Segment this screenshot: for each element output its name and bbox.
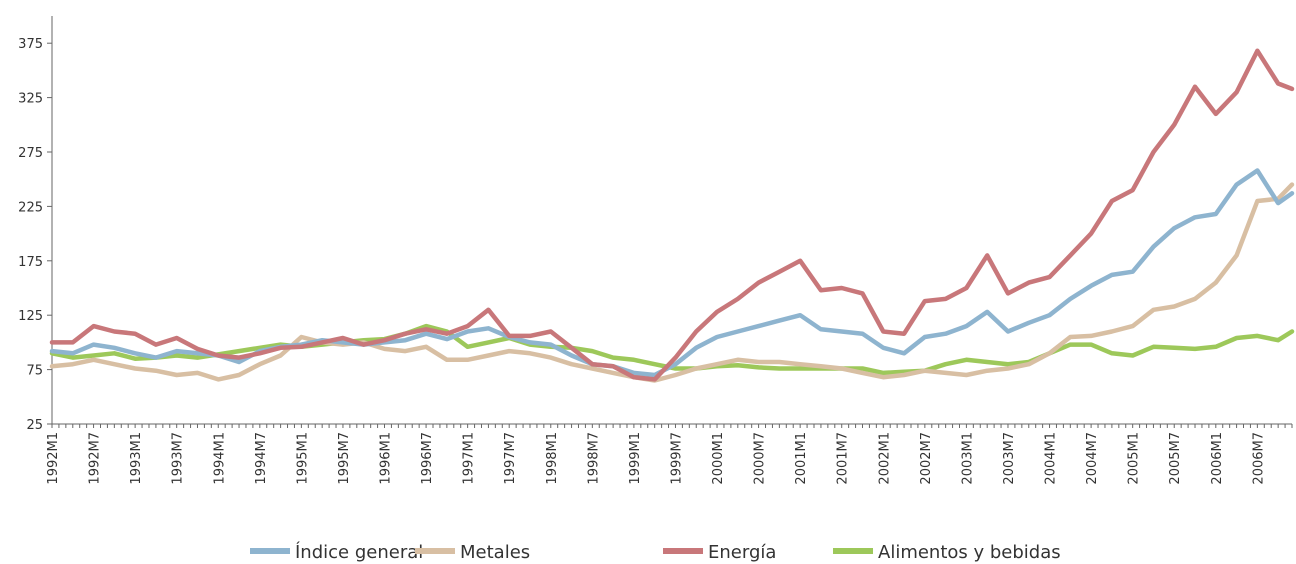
x-tick-label: 2006M7 (1251, 432, 1266, 485)
series-line-1 (49, 182, 1295, 383)
legend-label-0: Índice general (295, 541, 423, 563)
x-tick-label: 1998M7 (586, 432, 601, 485)
x-tick-label: 2000M7 (753, 432, 768, 485)
x-tick-label: 2003M1 (960, 432, 975, 485)
legend: Índice general Metales Energía Alimentos y … (250, 541, 1061, 563)
x-tick-label: 2006M1 (1210, 432, 1225, 485)
legend-label-1: Metales (460, 542, 530, 563)
y-axis: 25 75 125 175 225 275 325 375 (18, 16, 53, 433)
x-tick-label: 1995M7 (337, 432, 352, 485)
x-axis: 1992M1 1992M7 1993M1 1993M7 1994M1 1994M7 1995… (46, 423, 1293, 485)
x-tick-label: 1996M1 (379, 432, 394, 485)
x-tick-label: 1993M7 (171, 432, 186, 485)
y-tick-label: 225 (18, 200, 43, 215)
x-tick-label: 1998M1 (545, 432, 560, 485)
series-line-3 (49, 323, 1295, 376)
x-tick-label: 1994M1 (212, 432, 227, 485)
y-tick-label: 275 (18, 146, 43, 161)
x-tick-label: 1996M7 (420, 432, 435, 485)
x-tick-label: 2004M1 (1044, 432, 1059, 485)
series-line-2 (49, 48, 1295, 382)
x-tick-label: 1993M1 (129, 432, 144, 485)
x-tick-label: 1995M1 (295, 432, 310, 485)
x-tick-label: 1999M7 (669, 432, 684, 485)
x-tick-label: 2002M1 (877, 432, 892, 485)
legend-label-2: Energía (708, 542, 776, 563)
y-tick-label: 25 (26, 418, 43, 433)
x-tick-label: 2002M7 (919, 432, 934, 485)
x-tick-label: 2001M1 (794, 432, 809, 485)
x-tick-label: 1994M7 (254, 432, 269, 485)
x-tick-label: 2000M1 (711, 432, 726, 485)
x-tick-label: 2004M7 (1085, 432, 1100, 485)
series-line-0 (49, 168, 1295, 378)
series-layer (49, 48, 1295, 383)
x-tick-label: 1999M1 (628, 432, 643, 485)
y-tick-label: 375 (18, 37, 43, 52)
x-tick-label: 2005M1 (1127, 432, 1142, 485)
y-tick-label: 75 (26, 364, 43, 379)
x-tick-label: 1992M7 (88, 432, 103, 485)
y-tick-label: 125 (18, 309, 43, 324)
x-tick-label: 1997M1 (462, 432, 477, 485)
legend-label-3: Alimentos y bebidas (878, 542, 1061, 563)
y-tick-label: 175 (18, 255, 43, 270)
x-tick-label: 2001M7 (836, 432, 851, 485)
x-tick-label: 2003M7 (1002, 432, 1017, 485)
x-tick-label: 1997M7 (503, 432, 518, 485)
x-tick-label: 1992M1 (46, 432, 61, 485)
x-tick-label: 2005M7 (1168, 432, 1183, 485)
y-tick-label: 325 (18, 92, 43, 107)
